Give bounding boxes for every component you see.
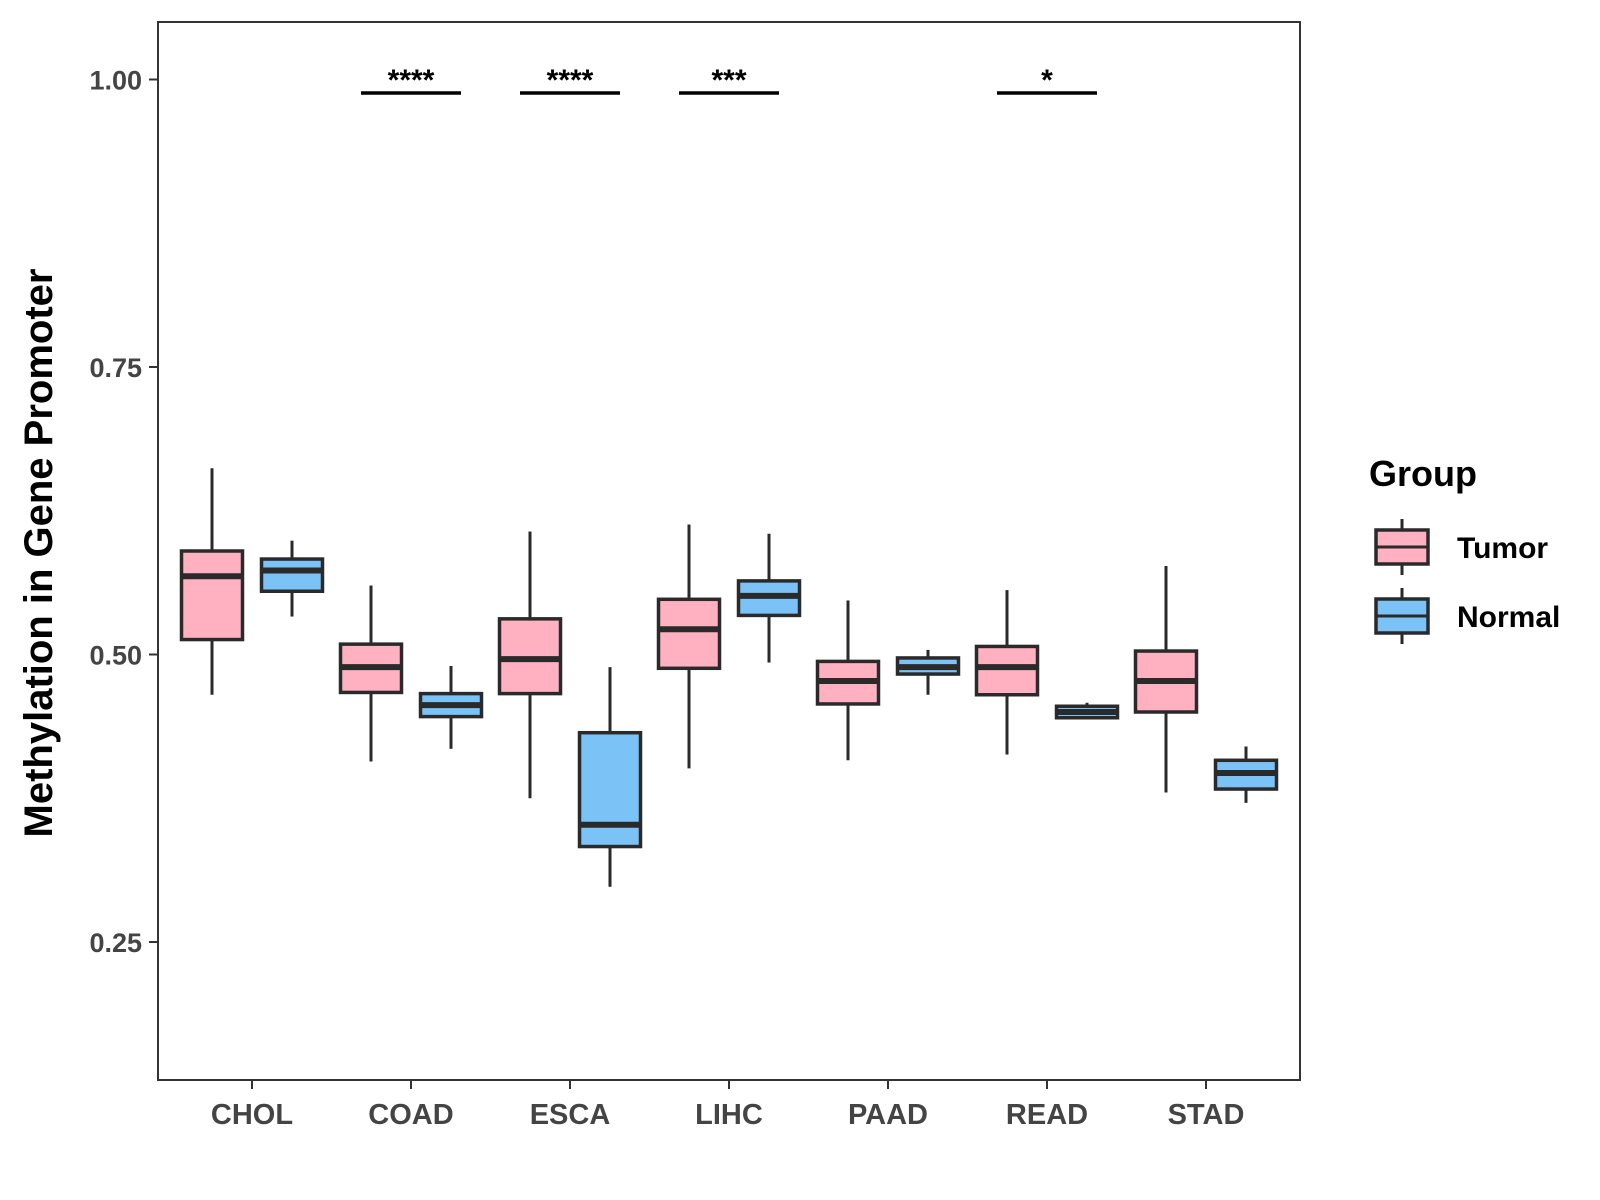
- x-tick-label: LIHC: [695, 1099, 763, 1131]
- y-tick-label: 0.75: [89, 353, 142, 383]
- x-tick-label: STAD: [1168, 1099, 1245, 1131]
- legend-title: Group: [1369, 453, 1477, 494]
- box-iqr: [259, 557, 325, 593]
- box-tumor-chol: [179, 468, 245, 695]
- significance-label: ***: [711, 64, 746, 97]
- significance-label: ****: [547, 64, 594, 97]
- box-tumor-lihc: [656, 524, 722, 769]
- x-axis: CHOL COAD ESCA LIHC PAAD READ STAD: [211, 1080, 1244, 1131]
- box-iqr: [179, 549, 245, 642]
- box-normal-read: [1054, 702, 1120, 720]
- box-tumor-read: [974, 590, 1040, 755]
- box-normal-coad: [418, 666, 484, 749]
- significance-label: ****: [388, 64, 435, 97]
- box-normal-chol: [259, 540, 325, 617]
- box-iqr: [577, 730, 643, 849]
- box-tumor-coad: [338, 585, 404, 762]
- plot-panel-border: [157, 21, 1301, 1081]
- y-tick-label: 0.50: [89, 641, 142, 671]
- y-axis-title: Methylation in Gene Promoter: [17, 269, 61, 838]
- box-normal-lihc: [736, 533, 802, 663]
- legend-entry-normal: Normal: [1374, 588, 1560, 644]
- box-normal-esca: [577, 667, 643, 887]
- significance-layer: **** **** *** *: [361, 64, 1097, 97]
- box-normal-stad: [1213, 746, 1279, 803]
- significance-label: *: [1041, 64, 1053, 97]
- box-tumor-stad: [1133, 565, 1199, 793]
- legend: Group Tumor Normal: [1369, 453, 1560, 644]
- box-normal-paad: [895, 649, 961, 695]
- y-axis: 0.25 0.50 0.75 1.00: [89, 66, 158, 958]
- x-tick-label: COAD: [368, 1099, 453, 1131]
- x-tick-label: READ: [1006, 1099, 1088, 1131]
- legend-label: Tumor: [1457, 532, 1548, 565]
- y-tick-label: 0.25: [89, 928, 142, 958]
- legend-label: Normal: [1457, 601, 1560, 634]
- x-tick-label: CHOL: [211, 1099, 293, 1131]
- legend-entry-tumor: Tumor: [1374, 519, 1548, 575]
- box-tumor-esca: [497, 531, 563, 799]
- x-tick-label: PAAD: [848, 1099, 928, 1131]
- box-iqr: [656, 597, 722, 671]
- box-iqr: [974, 644, 1040, 697]
- y-tick-label: 1.00: [89, 66, 142, 96]
- boxes-layer: [179, 468, 1279, 887]
- box-tumor-paad: [815, 600, 881, 761]
- x-tick-label: ESCA: [530, 1099, 611, 1131]
